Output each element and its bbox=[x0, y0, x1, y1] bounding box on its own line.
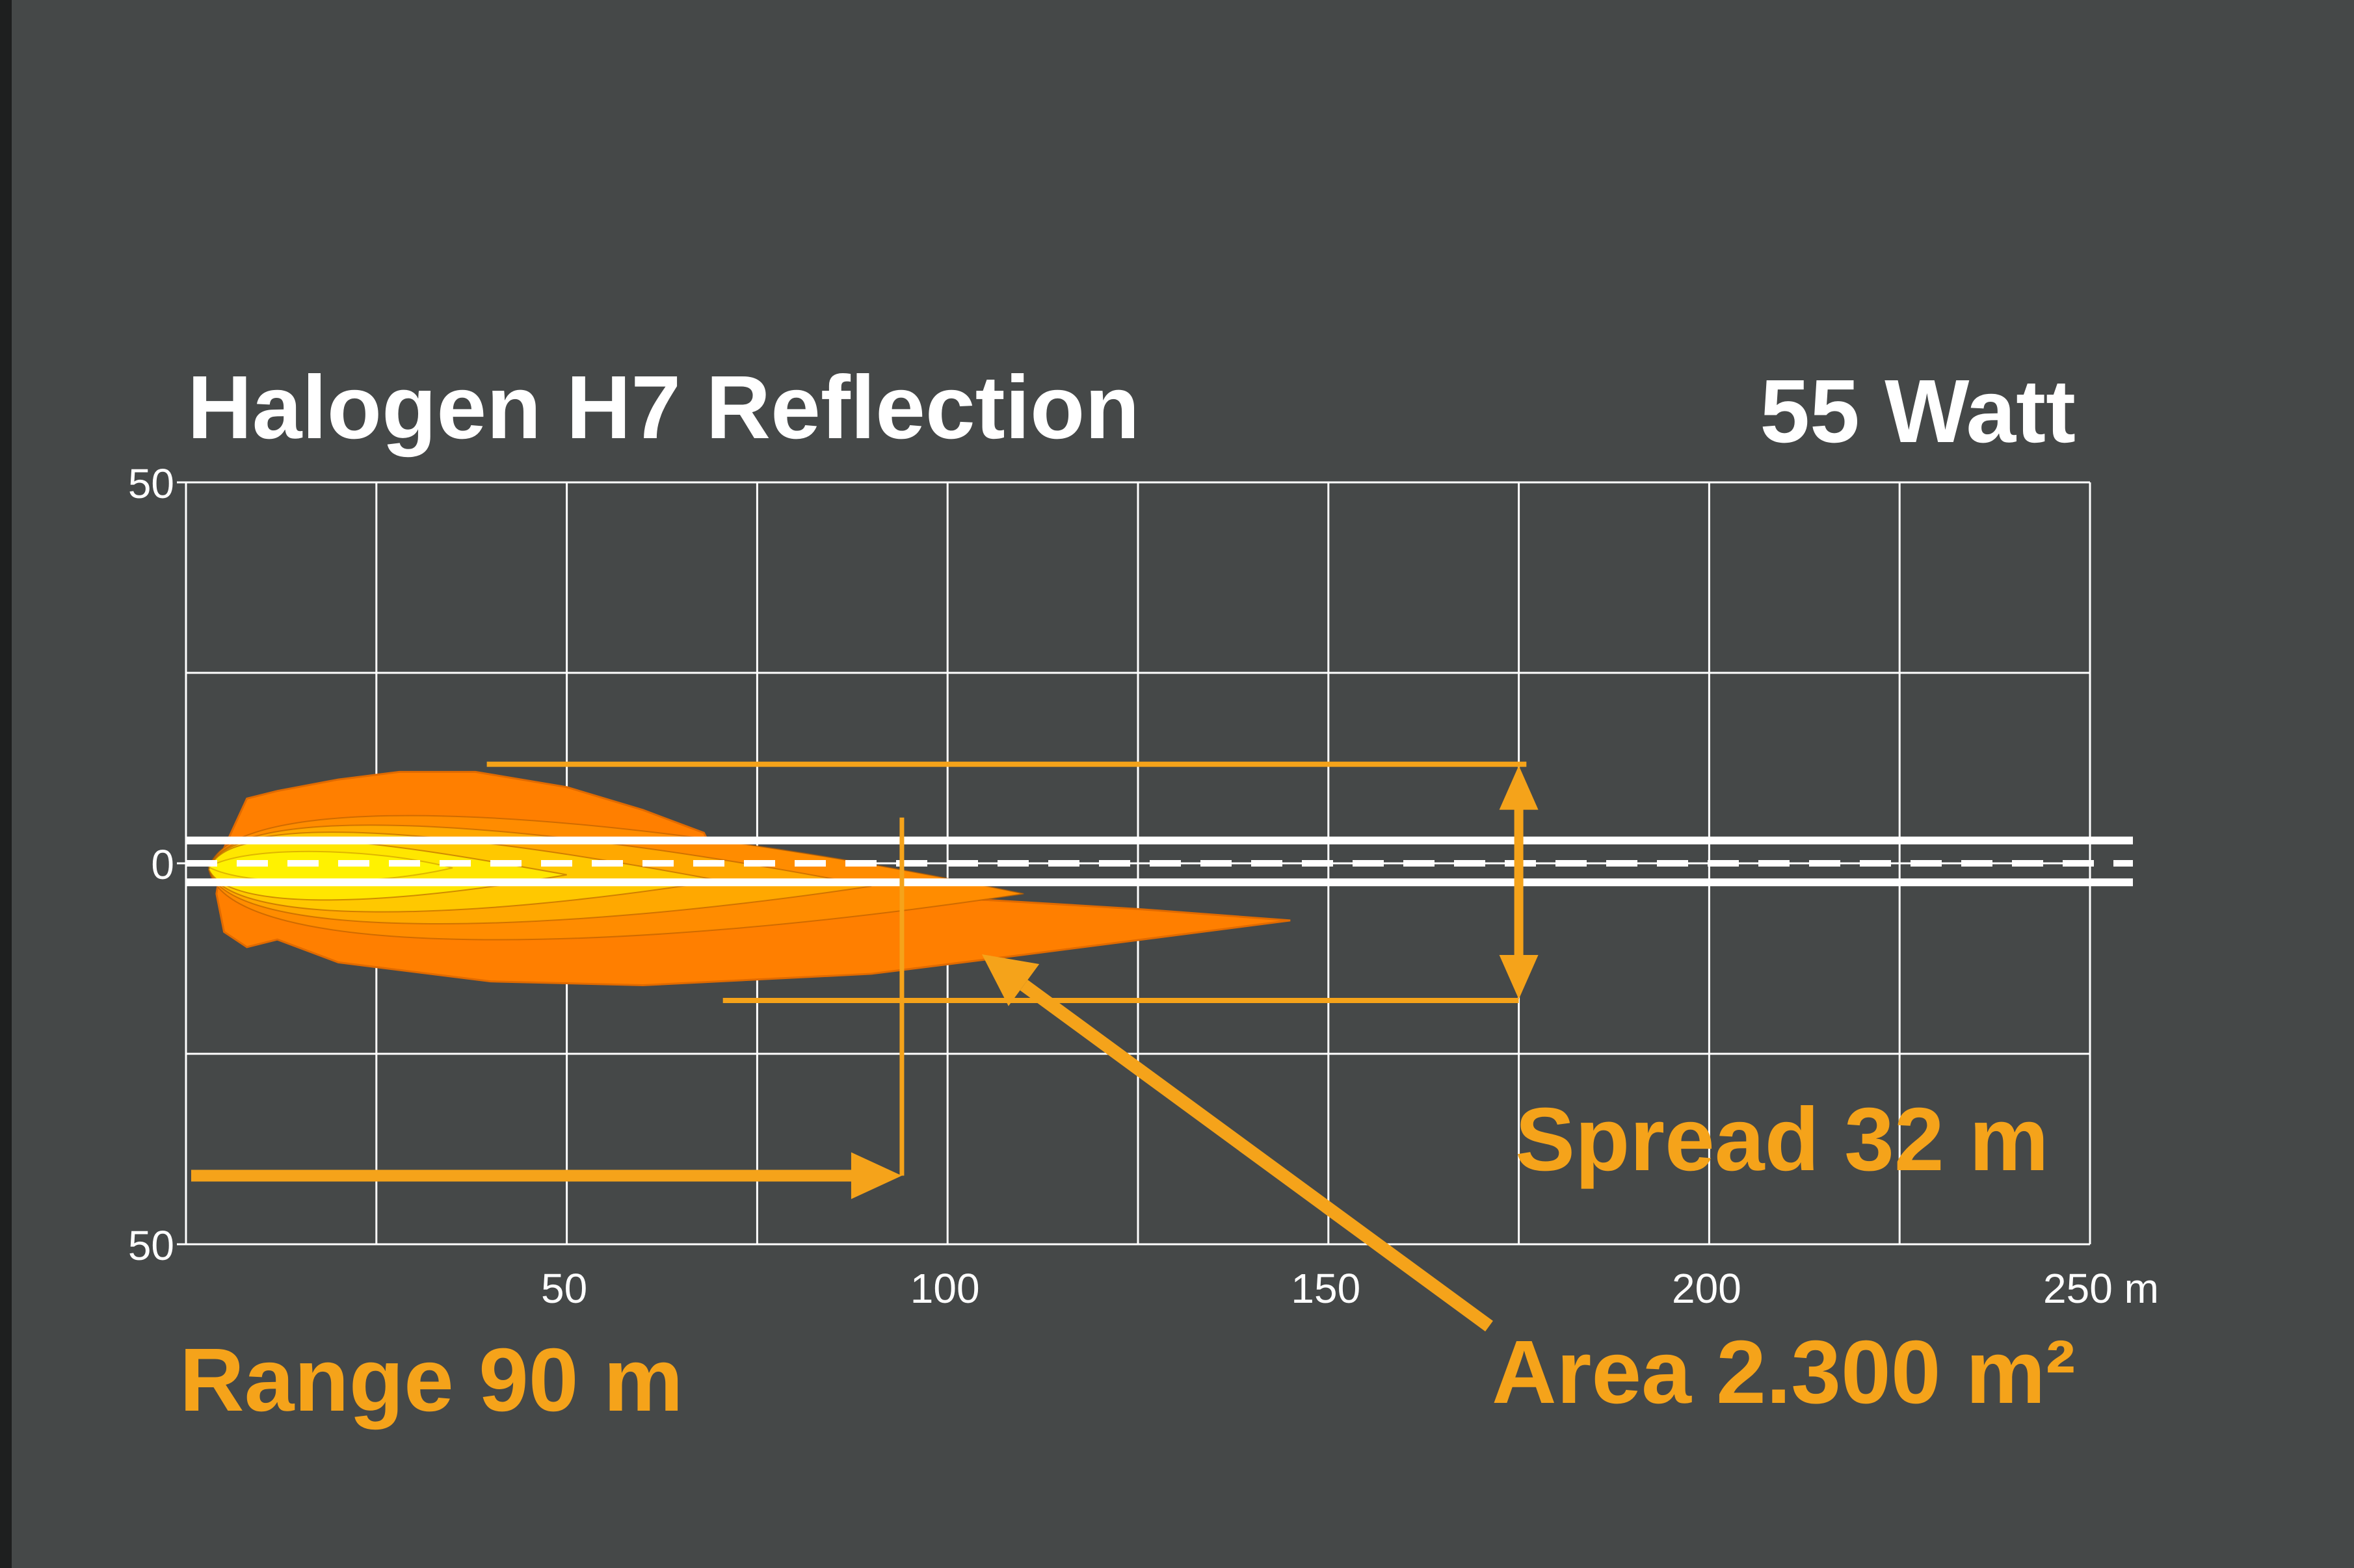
spread-arrow-head-bottom bbox=[1499, 954, 1539, 999]
left-edge-bar bbox=[0, 0, 12, 1568]
chart-subtitle: 55 Watt bbox=[1760, 361, 2076, 462]
x-tick-label: 50 bbox=[541, 1265, 587, 1312]
range-arrow-head bbox=[851, 1152, 902, 1199]
y-tick-label: 0 bbox=[151, 841, 174, 888]
spread-label: Spread 32 m bbox=[1515, 1090, 2049, 1190]
range-label: Range 90 m bbox=[179, 1330, 683, 1430]
area-arrow-shaft bbox=[1020, 980, 1493, 1332]
road-lines bbox=[186, 836, 2133, 887]
x-tick-label: 150 bbox=[1291, 1265, 1360, 1312]
y-tick-label: 50 bbox=[128, 460, 174, 507]
x-tick-label: 100 bbox=[910, 1265, 980, 1312]
y-tick-label: 50 bbox=[128, 1222, 174, 1269]
annotation-lines bbox=[191, 761, 1539, 1332]
x-tick-label: 200 bbox=[1672, 1265, 1741, 1312]
chart-title: Halogen H7 Reflection bbox=[187, 358, 1140, 458]
beam-pattern bbox=[207, 770, 1291, 987]
x-tick-label: 250 m bbox=[2043, 1265, 2159, 1312]
tick-labels: 50 100 150 200 250 m 50 0 50 bbox=[128, 460, 2159, 1312]
area-label: Area 2.300 m² bbox=[1492, 1322, 2076, 1422]
spread-arrow-head-top bbox=[1499, 765, 1539, 810]
area-arrow-head bbox=[982, 954, 1040, 1006]
